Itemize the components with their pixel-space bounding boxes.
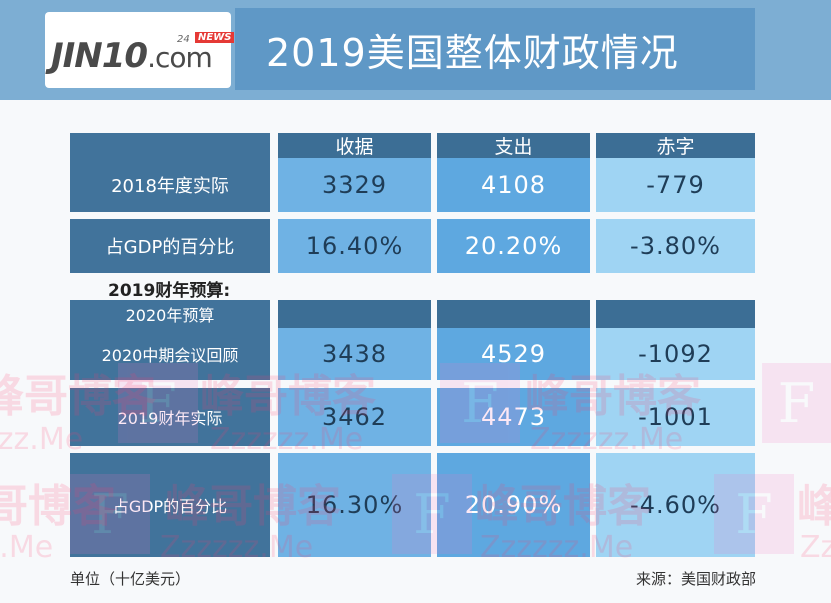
cell-fy2019-receipts: 3462 — [278, 388, 431, 446]
page-title: 2019美国整体财政情况 — [266, 31, 679, 75]
header-bar: JIN10.com 24 NEWS 2019美国整体财政情况 — [0, 0, 831, 100]
cell-2018-gdp-deficit: -3.80% — [596, 219, 755, 273]
row-label-fy2019-gdp-pct: 占GDP的百分比 — [70, 453, 270, 557]
cell-2018-receipts: 3329 — [278, 158, 431, 212]
cell-midsession-deficit: -1092 — [596, 328, 755, 380]
cell-fy2019-gdp-deficit: -4.60% — [596, 453, 755, 557]
cell-midsession-outlays: 4529 — [437, 328, 590, 380]
subheader-blank-outlays — [437, 300, 590, 328]
row-label-fy2019-actual: 2019财年实际 — [70, 388, 270, 446]
footer-source: 来源：美国财政部 — [636, 570, 757, 588]
cell-2018-gdp-receipts: 16.40% — [278, 219, 431, 273]
cell-fy2019-deficit: -1001 — [596, 388, 755, 446]
cell-midsession-receipts: 3438 — [278, 328, 431, 380]
row-label-2018-actual: 2018年度实际 — [70, 158, 270, 212]
cell-fy2019-gdp-outlays: 20.90% — [437, 453, 590, 557]
column-header-blank — [70, 133, 270, 158]
logo-news-badge: NEWS — [195, 32, 235, 43]
logo-domain: .com — [147, 41, 213, 74]
logo-brand: JIN10 — [51, 36, 148, 76]
subheader-2020-budget: 2020年预算 — [70, 300, 270, 328]
cell-2018-gdp-outlays: 20.20% — [437, 219, 590, 273]
subheader-blank-deficit — [596, 300, 755, 328]
column-header-receipts: 收据 — [278, 133, 431, 158]
logo-24-badge: 24 — [177, 34, 190, 45]
footer-unit: 单位（十亿美元） — [70, 570, 191, 588]
cell-fy2019-gdp-receipts: 16.30% — [278, 453, 431, 557]
header-title-band — [235, 8, 755, 90]
jin10-logo: JIN10.com 24 NEWS — [45, 12, 235, 88]
cell-2018-deficit: -779 — [596, 158, 755, 212]
cell-2018-outlays: 4108 — [437, 158, 590, 212]
row-label-2018-gdp-pct: 占GDP的百分比 — [70, 219, 270, 273]
subheader-blank-receipts — [278, 300, 431, 328]
column-header-outlays: 支出 — [437, 133, 590, 158]
row-label-2020-midsession: 2020中期会议回顾 — [70, 328, 270, 380]
logo-wordmark: JIN10.com — [51, 36, 213, 76]
cell-fy2019-outlays: 4473 — [437, 388, 590, 446]
section-title-fy2019-budget: 2019财年预算: — [108, 281, 231, 301]
column-header-deficit: 赤字 — [596, 133, 755, 158]
